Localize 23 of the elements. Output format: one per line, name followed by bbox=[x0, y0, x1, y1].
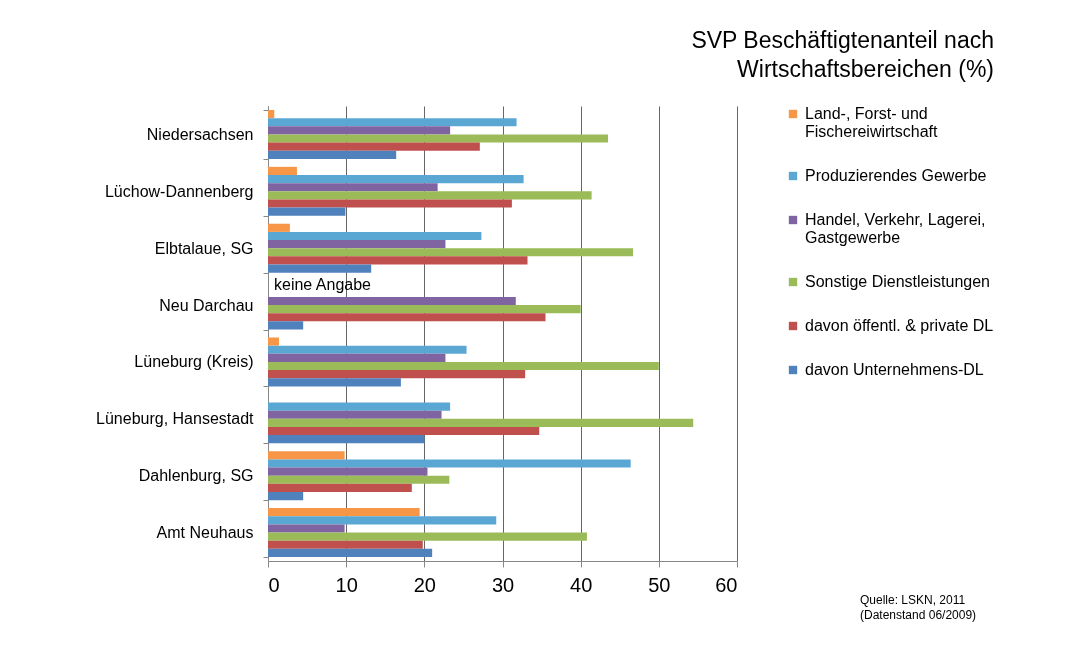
x-tick-label: 20 bbox=[413, 573, 436, 596]
y-tick-label: Lüchow-Dannenberg bbox=[104, 182, 254, 200]
legend-label: Produzierendes Gewerbe bbox=[805, 167, 987, 184]
y-tick-label: Neu Darchau bbox=[159, 296, 254, 314]
y-tick-label: Lüneburg (Kreis) bbox=[134, 353, 254, 371]
y-tick-label: Lüneburg, Hansestadt bbox=[96, 410, 255, 428]
source-note: Quelle: LSKN, 2011 (Datenstand 06/2009) bbox=[860, 593, 977, 622]
text: SVP Beschäftigtenanteil nach Wirtschaftsbereichen (%) bbox=[691, 27, 994, 82]
x-tick-label: 0 bbox=[268, 573, 280, 596]
x-tick-label: 60 bbox=[715, 573, 738, 596]
legend-label: Land-, Forst- und Fischereiwirtschaft bbox=[805, 105, 939, 140]
y-tick-label: Elbtalaue, SG bbox=[154, 239, 254, 257]
y-tick-label: Niedersachsen bbox=[146, 125, 254, 143]
x-tick-label: 50 bbox=[648, 573, 671, 596]
legend-label: Sonstige Dienstleistungen bbox=[805, 273, 991, 290]
legend-label: Handel, Verkehr, Lagerei, Gastgewerbe bbox=[805, 211, 986, 246]
x-tick-label: 40 bbox=[570, 573, 593, 596]
y-tick-label: Dahlenburg, SG bbox=[138, 467, 254, 485]
legend-label: davon öffentl. & private DL bbox=[805, 317, 994, 334]
y-tick-label: Amt Neuhaus bbox=[156, 524, 254, 542]
legend-label: davon Unternehmens-DL bbox=[805, 361, 984, 378]
x-tick-label: 10 bbox=[335, 573, 358, 596]
x-tick-label: 30 bbox=[491, 573, 515, 596]
